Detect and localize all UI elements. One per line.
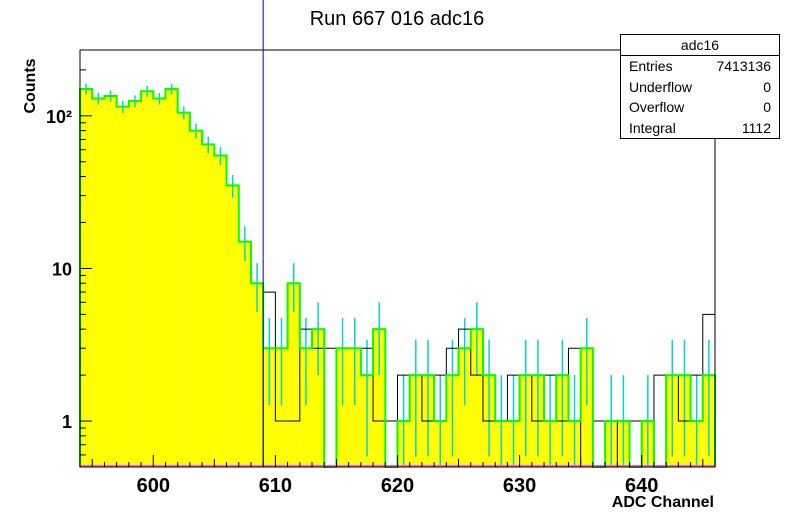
x-axis-label: ADC Channel — [611, 494, 714, 511]
histogram-bar — [165, 88, 178, 468]
stats-value: 0 — [763, 78, 771, 95]
stats-row-underflow: Underflow 0 — [621, 77, 779, 98]
stats-box: adc16 Entries 7413136 Underflow 0 Overfl… — [620, 34, 780, 139]
x-tick-label: 600 — [137, 475, 170, 497]
stats-title: adc16 — [621, 35, 779, 56]
histogram-bar — [458, 348, 471, 467]
histogram-bar — [141, 91, 154, 467]
stats-value: 0 — [763, 99, 771, 115]
histogram-bar — [263, 348, 276, 467]
histogram-bar — [153, 98, 166, 467]
stats-row-integral: Integral 1112 — [621, 118, 779, 139]
histogram-bar — [177, 112, 190, 467]
x-tick-label: 630 — [503, 475, 536, 497]
stats-label: Overflow — [629, 99, 685, 115]
chart-title: Run 667 016 adc16 — [309, 8, 485, 30]
stats-row-overflow: Overflow 0 — [621, 97, 779, 118]
x-tick-label: 640 — [625, 475, 658, 497]
histogram-bar — [80, 88, 93, 468]
histogram-bar — [580, 348, 593, 467]
x-tick-label: 620 — [381, 475, 414, 497]
histogram-bar — [250, 283, 264, 467]
y-tick-label: 10² — [46, 107, 72, 127]
y-tick-label: 1 — [62, 412, 72, 432]
histogram-bar — [92, 98, 105, 467]
stats-value: 1112 — [741, 119, 771, 136]
histogram-bar — [202, 144, 215, 467]
histogram-bar — [373, 329, 386, 467]
histogram-bar — [104, 95, 117, 467]
histogram-bar — [299, 348, 313, 467]
stats-row-entries: Entries 7413136 — [621, 56, 779, 77]
stats-label: Integral — [629, 119, 676, 136]
histogram-bar — [312, 329, 325, 467]
histogram-bar — [116, 106, 129, 467]
x-tick-label: 610 — [259, 475, 292, 497]
histogram-bar — [226, 185, 239, 467]
histogram-bar — [128, 101, 142, 467]
histogram-bar — [189, 130, 203, 467]
histogram-bar — [214, 155, 227, 467]
histogram-bar — [470, 329, 483, 467]
histogram-bar — [238, 241, 251, 467]
histogram-bar — [336, 348, 349, 467]
stats-label: Underflow — [629, 78, 693, 95]
histogram-bar — [348, 348, 361, 467]
histogram-bar — [275, 348, 288, 467]
stats-label: Entries — [629, 58, 673, 74]
stats-value: 7413136 — [716, 58, 771, 74]
y-tick-label: 10 — [52, 259, 72, 279]
